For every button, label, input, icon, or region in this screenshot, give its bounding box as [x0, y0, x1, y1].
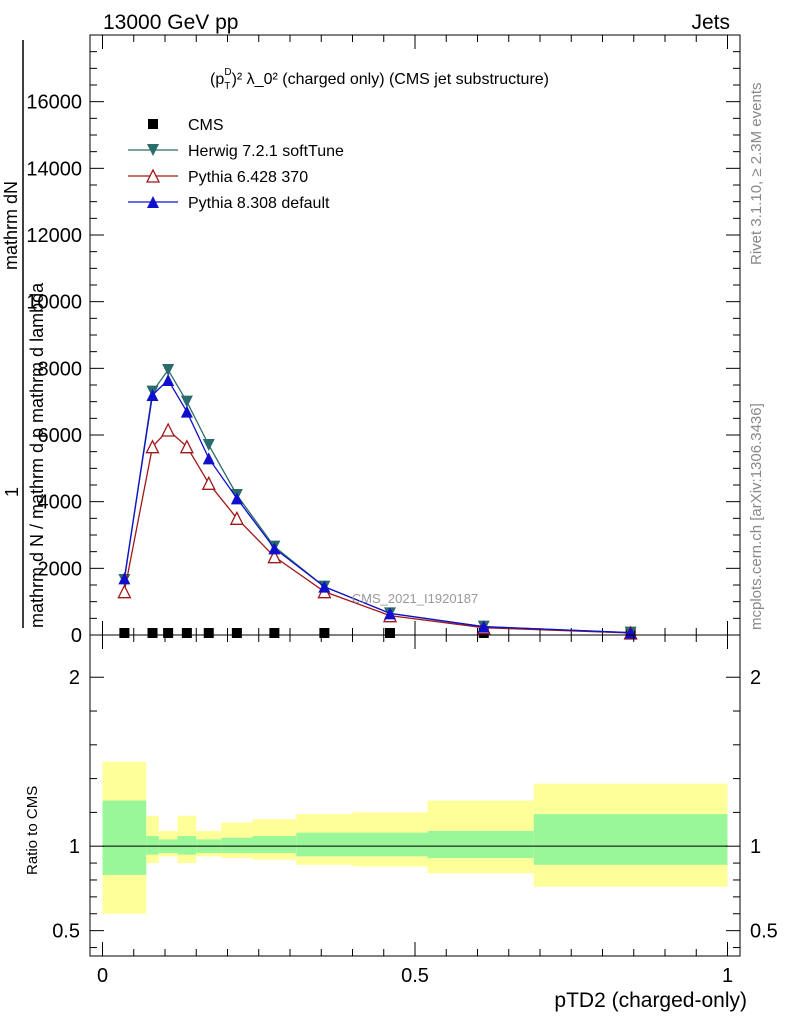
ratio-band-inner — [102, 800, 147, 875]
main-plot-panel: 0 2000 4000 6000 8000 10000 12000 14000 16000 CM… — [1, 34, 741, 647]
main-series-group — [117, 364, 638, 640]
main-ytick-label: 2000 — [38, 558, 83, 580]
legend-label: Pythia 6.428 370 — [188, 169, 308, 186]
data-point — [268, 542, 281, 555]
legend-entry: Pythia 6.428 370 — [128, 168, 308, 186]
data-point — [202, 452, 215, 465]
ratio-ylabel: Ratio to CMS — [24, 786, 41, 875]
title-sup: D — [224, 67, 231, 78]
series-2 — [117, 422, 638, 640]
main-ylabel: 1 mathrm d N / mathrm d p mathrm d lambd… — [1, 40, 47, 628]
ratio-ytick-label: 2 — [69, 667, 80, 689]
main-ytick-label: 14000 — [26, 158, 82, 180]
data-point — [145, 439, 160, 454]
header-right: Jets — [691, 11, 730, 34]
ratio-band-inner — [533, 814, 728, 865]
ratio-bands — [102, 761, 728, 914]
rivet-label: Rivet 3.1.10, ≥ 2.3M events — [748, 83, 765, 266]
ratio-band-inner — [221, 837, 253, 853]
data-point — [118, 572, 131, 585]
plot-title: (pTD)² λ_0² (charged only) (CMS jet subs… — [210, 67, 549, 92]
main-ytick-label: 10000 — [26, 292, 82, 314]
main-ytick-label: 8000 — [38, 358, 83, 380]
xtick-label: 1 — [722, 965, 733, 987]
data-point — [269, 628, 280, 638]
data-point — [163, 628, 174, 638]
ratio-band-inner — [352, 832, 428, 857]
main-ytick-label: 4000 — [38, 492, 83, 514]
data-point — [202, 439, 215, 451]
main-ytick-label: 12000 — [26, 225, 82, 247]
data-point — [203, 628, 214, 638]
legend-swatch-marker — [148, 119, 158, 129]
main-ytick-label: 16000 — [26, 92, 82, 114]
data-point — [179, 439, 194, 454]
data-point — [162, 364, 175, 376]
xtick-label: 0.5 — [401, 965, 429, 987]
data-point — [117, 584, 132, 599]
ratio-band-inner — [177, 836, 197, 855]
ratio-band-inner — [146, 836, 159, 855]
legend-swatch-marker — [147, 196, 159, 208]
data-point — [146, 389, 159, 401]
ratio-ytick-label: 1 — [69, 836, 80, 858]
ratio-ytick-label-right: 2 — [750, 667, 761, 689]
main-ylabel-one: 1 — [2, 487, 22, 497]
legend-swatch-marker — [145, 168, 161, 183]
data-point — [201, 475, 216, 490]
x-axis-label: pTD2 (charged-only) — [554, 989, 747, 1012]
data-point — [477, 620, 490, 633]
data-point — [231, 628, 242, 638]
main-ytick-label: 0 — [71, 625, 82, 647]
main-axis-ticks: 0 2000 4000 6000 8000 10000 12000 14000 16000 — [26, 35, 740, 647]
data-point — [229, 510, 244, 525]
legend-entry: Herwig 7.2.1 softTune — [128, 143, 344, 160]
main-ylabel-line-b: mathrm dN — [1, 181, 21, 270]
ratio-ytick-label-right: 1 — [750, 836, 761, 858]
main-ylabel-line-a: mathrm d N / mathrm d p mathrm d lambda — [27, 282, 47, 628]
header-left: 13000 GeV pp — [103, 11, 238, 34]
legend-swatch-marker — [147, 144, 159, 156]
ratio-band-inner — [427, 830, 534, 859]
data-point — [318, 580, 331, 593]
data-point — [267, 549, 282, 564]
ratio-band-inner — [296, 832, 353, 857]
watermark-label: CMS_2021_I1920187 — [352, 591, 479, 606]
legend: CMS Herwig 7.2.1 softTune Pythia 6.428 370… — [128, 117, 344, 212]
data-point — [119, 628, 130, 638]
legend-label: Herwig 7.2.1 softTune — [188, 143, 344, 160]
legend-label: Pythia 8.308 default — [188, 195, 330, 212]
legend-label: CMS — [188, 117, 224, 134]
legend-entry: Pythia 8.308 default — [128, 195, 330, 212]
ratio-band-inner — [252, 836, 297, 853]
main-ytick-label: 6000 — [38, 425, 83, 447]
ratio-ytick-label-right: 0.5 — [750, 921, 778, 943]
data-point — [385, 628, 395, 638]
data-point — [230, 492, 243, 505]
data-point — [319, 628, 330, 638]
ratio-ytick-label: 0.5 — [52, 921, 80, 943]
data-point — [161, 422, 176, 437]
ratio-plot-panel: 0.5 0.5 1 1 2 2 0 0.5 1 Ratio to CMS pTD2 (charg… — [24, 634, 778, 1012]
data-point — [384, 607, 396, 620]
legend-entry: CMS — [148, 117, 224, 134]
mcplots-label: mcplots.cern.ch [arXiv:1306.3436] — [748, 403, 765, 630]
data-point — [181, 628, 192, 638]
data-point — [147, 628, 158, 638]
data-point — [180, 405, 193, 418]
xtick-label: 0 — [97, 965, 108, 987]
data-point — [180, 395, 193, 408]
title-sub: T — [224, 81, 230, 92]
data-point — [162, 374, 175, 386]
ratio-axis-ticks: 0.5 0.5 1 1 2 2 0 0.5 1 — [52, 635, 778, 987]
